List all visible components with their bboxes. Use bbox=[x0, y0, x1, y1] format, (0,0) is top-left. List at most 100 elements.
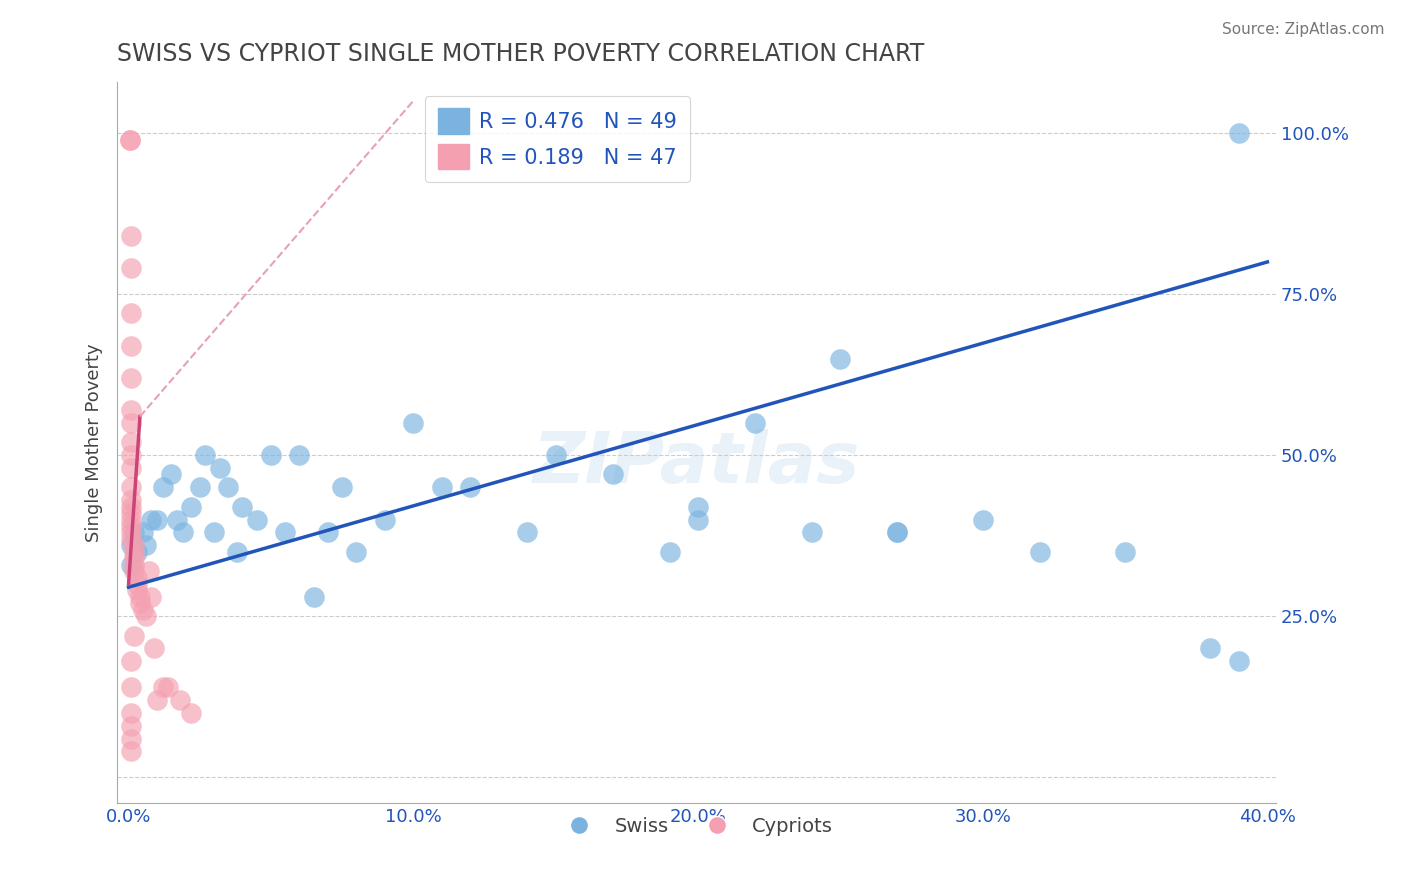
Point bbox=[260, 448, 283, 462]
Point bbox=[202, 525, 225, 540]
Y-axis label: Single Mother Poverty: Single Mother Poverty bbox=[86, 343, 103, 541]
Point bbox=[122, 525, 145, 540]
Point bbox=[231, 500, 253, 514]
Point bbox=[120, 558, 142, 572]
Point bbox=[120, 493, 142, 508]
Point bbox=[686, 512, 709, 526]
Point bbox=[118, 132, 141, 146]
Point bbox=[120, 306, 142, 320]
Point bbox=[274, 525, 297, 540]
Point bbox=[120, 500, 142, 514]
Point bbox=[132, 525, 155, 540]
Point bbox=[120, 719, 142, 733]
Point bbox=[374, 512, 396, 526]
Point bbox=[402, 416, 425, 430]
Point bbox=[132, 603, 155, 617]
Point bbox=[146, 693, 169, 707]
Point bbox=[120, 480, 142, 494]
Point bbox=[225, 545, 247, 559]
Point bbox=[172, 525, 194, 540]
Point bbox=[1199, 641, 1222, 656]
Point bbox=[127, 545, 149, 559]
Point bbox=[141, 590, 163, 604]
Point bbox=[122, 545, 145, 559]
Point bbox=[129, 590, 152, 604]
Point bbox=[430, 480, 453, 494]
Point bbox=[166, 512, 188, 526]
Point bbox=[458, 480, 481, 494]
Point bbox=[120, 532, 142, 546]
Point bbox=[120, 339, 142, 353]
Point bbox=[302, 590, 325, 604]
Point bbox=[152, 480, 174, 494]
Point bbox=[169, 693, 191, 707]
Point bbox=[188, 480, 211, 494]
Point bbox=[120, 525, 142, 540]
Point bbox=[120, 435, 142, 450]
Point bbox=[120, 448, 142, 462]
Point bbox=[194, 448, 217, 462]
Point bbox=[1227, 654, 1250, 668]
Point bbox=[1114, 545, 1136, 559]
Point bbox=[120, 538, 142, 552]
Text: SWISS VS CYPRIOT SINGLE MOTHER POVERTY CORRELATION CHART: SWISS VS CYPRIOT SINGLE MOTHER POVERTY C… bbox=[117, 42, 925, 66]
Point bbox=[143, 641, 166, 656]
Point bbox=[830, 351, 852, 366]
Point bbox=[516, 525, 538, 540]
Point bbox=[122, 558, 145, 572]
Point bbox=[146, 512, 169, 526]
Point bbox=[157, 680, 180, 694]
Text: Source: ZipAtlas.com: Source: ZipAtlas.com bbox=[1222, 22, 1385, 37]
Point bbox=[127, 583, 149, 598]
Point bbox=[129, 596, 152, 610]
Point bbox=[122, 551, 145, 566]
Legend: Swiss, Cypriots: Swiss, Cypriots bbox=[553, 809, 841, 844]
Point bbox=[246, 512, 269, 526]
Point bbox=[288, 448, 311, 462]
Point bbox=[316, 525, 339, 540]
Point bbox=[152, 680, 174, 694]
Point bbox=[122, 628, 145, 642]
Point bbox=[180, 706, 202, 720]
Point bbox=[120, 731, 142, 746]
Point bbox=[544, 448, 567, 462]
Point bbox=[120, 654, 142, 668]
Point bbox=[120, 512, 142, 526]
Point bbox=[120, 680, 142, 694]
Point bbox=[120, 506, 142, 520]
Point bbox=[602, 467, 624, 482]
Point bbox=[135, 609, 157, 624]
Point bbox=[1227, 126, 1250, 140]
Point bbox=[120, 744, 142, 758]
Point bbox=[180, 500, 202, 514]
Point bbox=[120, 229, 142, 244]
Point bbox=[330, 480, 353, 494]
Point bbox=[208, 461, 231, 475]
Point bbox=[744, 416, 766, 430]
Point bbox=[120, 519, 142, 533]
Point bbox=[800, 525, 823, 540]
Point bbox=[686, 500, 709, 514]
Point bbox=[120, 371, 142, 385]
Text: ZIPatlas: ZIPatlas bbox=[533, 429, 860, 499]
Point bbox=[886, 525, 908, 540]
Point bbox=[120, 706, 142, 720]
Point bbox=[120, 416, 142, 430]
Point bbox=[658, 545, 681, 559]
Point bbox=[138, 564, 160, 578]
Point bbox=[886, 525, 908, 540]
Point bbox=[120, 461, 142, 475]
Point bbox=[120, 261, 142, 276]
Point bbox=[160, 467, 183, 482]
Point bbox=[120, 403, 142, 417]
Point bbox=[122, 564, 145, 578]
Point bbox=[127, 577, 149, 591]
Point bbox=[122, 538, 145, 552]
Point bbox=[217, 480, 239, 494]
Point bbox=[972, 512, 994, 526]
Point bbox=[118, 132, 141, 146]
Point bbox=[127, 570, 149, 584]
Point bbox=[1028, 545, 1050, 559]
Point bbox=[141, 512, 163, 526]
Point bbox=[344, 545, 367, 559]
